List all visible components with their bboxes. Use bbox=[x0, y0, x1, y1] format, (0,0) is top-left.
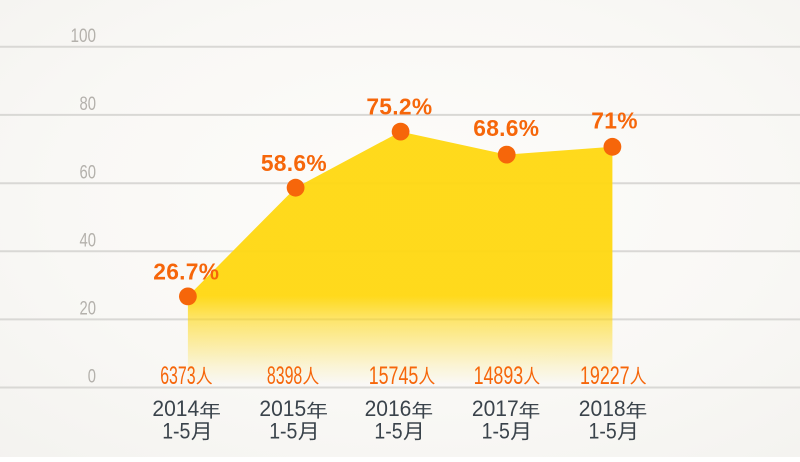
svg-text:80: 80 bbox=[80, 93, 97, 115]
svg-text:8398: 8398 bbox=[267, 362, 302, 390]
svg-text:1-5: 1-5 bbox=[482, 419, 510, 444]
svg-text:20: 20 bbox=[80, 298, 97, 320]
svg-text:2017: 2017 bbox=[472, 396, 519, 421]
svg-text:0: 0 bbox=[88, 366, 96, 388]
svg-text:100: 100 bbox=[71, 25, 97, 47]
svg-text:58.6%: 58.6% bbox=[261, 150, 327, 176]
svg-text:1-5: 1-5 bbox=[589, 419, 617, 444]
svg-text:19227: 19227 bbox=[580, 362, 630, 390]
svg-text:1-5: 1-5 bbox=[374, 419, 402, 444]
svg-text:71%: 71% bbox=[591, 108, 638, 134]
svg-text:60: 60 bbox=[80, 161, 97, 183]
svg-text:1-5: 1-5 bbox=[162, 419, 190, 444]
svg-text:14893: 14893 bbox=[474, 362, 524, 390]
svg-text:2018: 2018 bbox=[579, 396, 626, 421]
svg-text:26.7%: 26.7% bbox=[153, 259, 219, 285]
svg-text:75.2%: 75.2% bbox=[366, 94, 432, 120]
svg-text:2015: 2015 bbox=[259, 396, 306, 421]
svg-text:40: 40 bbox=[80, 230, 97, 252]
svg-text:68.6%: 68.6% bbox=[473, 115, 539, 141]
svg-text:6373: 6373 bbox=[160, 362, 195, 390]
svg-text:2016: 2016 bbox=[365, 396, 412, 421]
svg-text:2014: 2014 bbox=[152, 396, 199, 421]
svg-text:15745: 15745 bbox=[369, 362, 419, 390]
svg-text:1-5: 1-5 bbox=[269, 419, 297, 444]
